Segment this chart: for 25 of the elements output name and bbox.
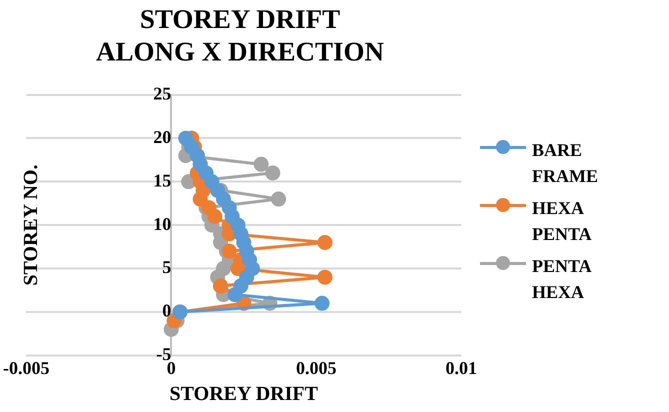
point <box>254 156 269 172</box>
point <box>314 296 330 311</box>
legend-label: PENTA HEXA <box>532 255 592 304</box>
y-tick-label: 10 <box>153 214 172 234</box>
point <box>230 261 246 276</box>
y-axis-title: STOREY NO. <box>20 164 42 286</box>
legend-label: HEXA PENTA <box>532 197 593 246</box>
x-tick-label: 0.005 <box>296 358 336 378</box>
y-tick-label: 0 <box>162 300 172 321</box>
point <box>192 192 208 207</box>
point <box>265 165 280 180</box>
point <box>317 270 332 285</box>
y-tick-label: 20 <box>153 126 172 147</box>
x-tick-label: -0.005 <box>2 358 50 378</box>
point <box>207 208 222 224</box>
y-tick-label: 15 <box>153 170 172 190</box>
y-tick-label: 5 <box>162 257 172 278</box>
x-axis-title: STOREY DRIFT <box>170 383 319 406</box>
y-tick-label: 25 <box>153 83 172 104</box>
point <box>271 192 286 207</box>
point <box>222 244 237 259</box>
point <box>317 234 332 250</box>
x-tick-label: 0.01 <box>446 358 477 378</box>
legend-label: BARE FRAME <box>532 139 599 188</box>
chart-title: STOREY DRIFT ALONG X DIRECTION <box>96 4 385 67</box>
